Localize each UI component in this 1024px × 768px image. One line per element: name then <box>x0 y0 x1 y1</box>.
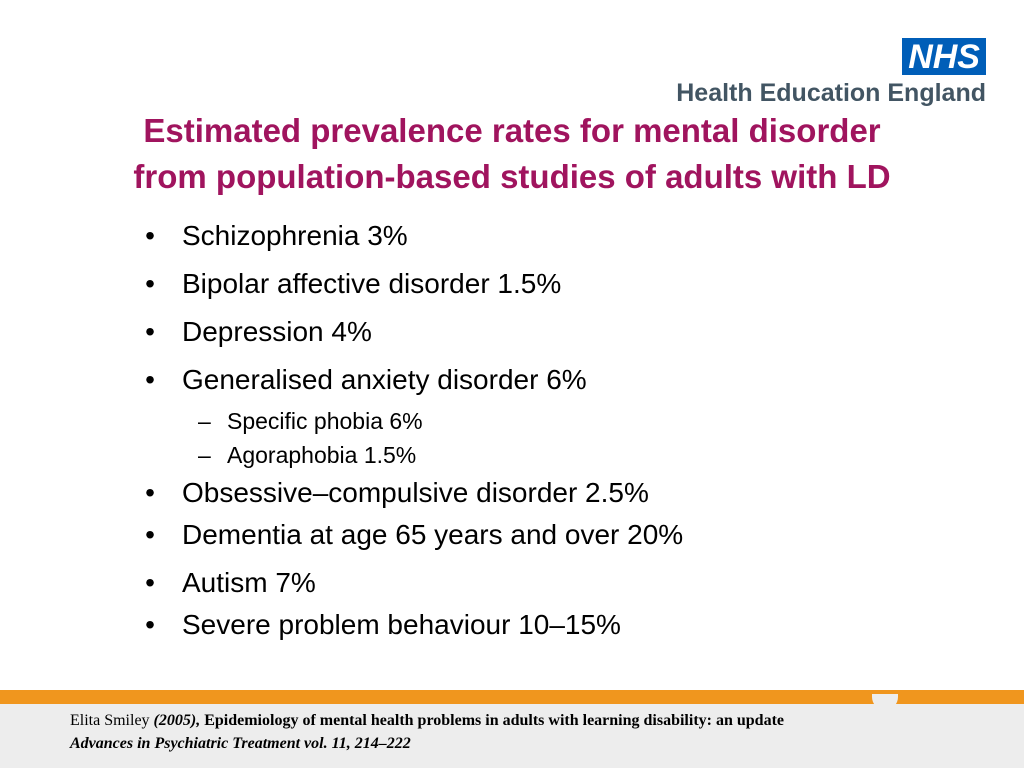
list-item-text: Schizophrenia 3% <box>182 220 408 251</box>
bullet-marker: • <box>145 268 155 299</box>
slide-title: Estimated prevalence rates for mental di… <box>0 108 1024 200</box>
dash-marker: – <box>198 408 211 434</box>
nhs-heе-logo: NHS Health Education England <box>676 38 986 107</box>
sub-list-item-text: Specific phobia 6% <box>227 408 423 434</box>
citation-line-1: Elita Smiley (2005), Epidemiology of men… <box>70 709 784 732</box>
citation: Elita Smiley (2005), Epidemiology of men… <box>70 709 784 755</box>
list-item-text: Obsessive–compulsive disorder 2.5% <box>182 477 649 508</box>
bullet-marker: • <box>145 364 155 395</box>
citation-year: (2005), <box>153 712 201 729</box>
footer-background <box>0 704 1024 768</box>
bullet-marker: • <box>145 519 155 550</box>
slide-title-line-1: Estimated prevalence rates for mental di… <box>143 112 881 149</box>
list-item: • Bipolar affective disorder 1.5% <box>140 260 683 308</box>
list-item: • Autism 7% <box>140 562 683 604</box>
citation-article: Epidemiology of mental health problems i… <box>204 712 784 729</box>
prevalence-list: • Schizophrenia 3% • Bipolar affective dis… <box>140 212 683 646</box>
bullet-marker: • <box>145 567 155 598</box>
citation-author: Elita Smiley <box>70 712 150 729</box>
organisation-name: Health Education England <box>676 79 986 107</box>
list-item: • Dementia at age 65 years and over 20% <box>140 514 683 556</box>
list-item-text: Generalised anxiety disorder 6% <box>182 364 587 395</box>
list-item: • Depression 4% <box>140 308 683 356</box>
footer-orange-band <box>0 690 1024 704</box>
list-item-text: Autism 7% <box>182 567 316 598</box>
sub-list-item: – Agoraphobia 1.5% <box>140 438 683 472</box>
sub-list-item: – Specific phobia 6% <box>140 404 683 438</box>
list-item: • Schizophrenia 3% <box>140 212 683 260</box>
list-item: • Severe problem behaviour 10–15% <box>140 604 683 646</box>
sub-list-item-text: Agoraphobia 1.5% <box>227 442 417 468</box>
list-item-text: Dementia at age 65 years and over 20% <box>182 519 684 550</box>
dash-marker: – <box>198 442 211 468</box>
bullet-marker: • <box>145 220 155 251</box>
list-item-text: Bipolar affective disorder 1.5% <box>182 268 562 299</box>
list-item-text: Severe problem behaviour 10–15% <box>182 609 621 640</box>
bullet-marker: • <box>145 477 155 508</box>
nhs-logo-badge: NHS <box>902 38 986 75</box>
list-item: • Generalised anxiety disorder 6% <box>140 356 683 404</box>
list-item-text: Depression 4% <box>182 316 372 347</box>
bullet-marker: • <box>145 316 155 347</box>
bullet-marker: • <box>145 609 155 640</box>
list-item: • Obsessive–compulsive disorder 2.5% <box>140 472 683 514</box>
citation-journal: Advances in Psychiatric Treatment vol. 1… <box>70 735 411 752</box>
footer-notch <box>872 694 898 710</box>
slide-title-line-2: from population-based studies of adults … <box>133 158 891 195</box>
